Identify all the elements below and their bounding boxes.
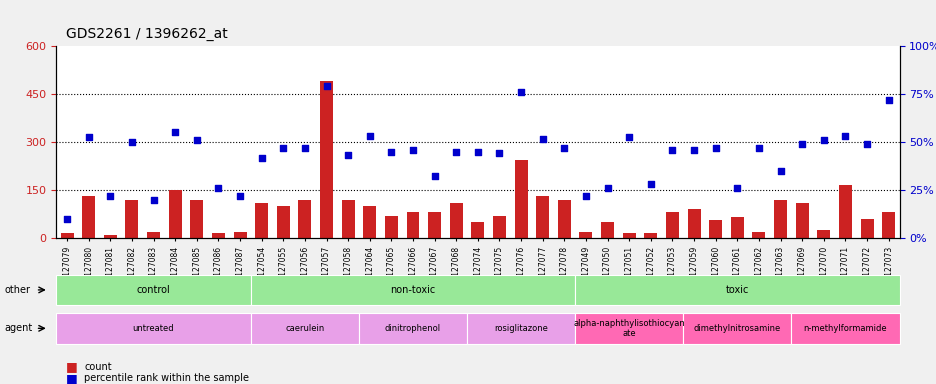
Bar bbox=[535, 197, 548, 238]
Point bbox=[124, 139, 139, 145]
Bar bbox=[492, 216, 505, 238]
Text: dinitrophenol: dinitrophenol bbox=[385, 324, 441, 333]
Bar bbox=[125, 200, 139, 238]
Point bbox=[275, 146, 290, 152]
Point bbox=[254, 155, 269, 161]
Bar bbox=[730, 217, 743, 238]
Point bbox=[362, 132, 377, 139]
Point bbox=[81, 134, 96, 140]
Bar bbox=[342, 200, 354, 238]
Point bbox=[470, 149, 485, 155]
Point bbox=[815, 137, 830, 144]
Bar bbox=[752, 232, 765, 238]
Bar bbox=[795, 203, 808, 238]
Point bbox=[384, 149, 399, 155]
Point bbox=[189, 137, 204, 144]
Text: other: other bbox=[5, 285, 31, 295]
Point bbox=[751, 146, 766, 152]
Point bbox=[405, 147, 420, 153]
Bar bbox=[385, 216, 398, 238]
Point bbox=[622, 134, 636, 140]
Bar bbox=[363, 206, 376, 238]
Bar bbox=[601, 222, 613, 238]
Text: dimethylnitrosamine: dimethylnitrosamine bbox=[693, 324, 780, 333]
Point bbox=[103, 194, 118, 200]
Point bbox=[60, 216, 75, 222]
Point bbox=[534, 136, 549, 142]
Point bbox=[491, 150, 506, 156]
Bar bbox=[882, 212, 894, 238]
Point bbox=[513, 89, 528, 96]
Text: untreated: untreated bbox=[133, 324, 174, 333]
Point bbox=[880, 98, 895, 104]
Bar bbox=[687, 209, 700, 238]
Bar bbox=[838, 185, 851, 238]
Bar bbox=[298, 200, 311, 238]
Bar bbox=[147, 232, 160, 238]
Point bbox=[556, 146, 571, 152]
Bar bbox=[320, 81, 332, 238]
Point bbox=[297, 146, 312, 152]
Bar bbox=[816, 230, 829, 238]
Point bbox=[686, 147, 701, 153]
Point bbox=[837, 132, 852, 139]
Point bbox=[448, 149, 463, 155]
Bar bbox=[709, 220, 722, 238]
Point bbox=[794, 141, 809, 147]
Point bbox=[211, 185, 226, 192]
Point bbox=[665, 147, 680, 153]
Bar bbox=[190, 200, 203, 238]
Bar bbox=[168, 190, 182, 238]
Text: agent: agent bbox=[5, 323, 33, 333]
Point bbox=[578, 194, 592, 200]
Text: percentile rank within the sample: percentile rank within the sample bbox=[84, 373, 249, 383]
Text: GDS2261 / 1396262_at: GDS2261 / 1396262_at bbox=[66, 27, 227, 41]
Bar bbox=[406, 212, 419, 238]
Bar bbox=[644, 233, 657, 238]
Text: rosiglitazone: rosiglitazone bbox=[493, 324, 548, 333]
Point bbox=[341, 152, 356, 158]
Bar bbox=[449, 203, 462, 238]
Bar bbox=[578, 232, 592, 238]
Bar bbox=[665, 212, 679, 238]
Point bbox=[168, 129, 183, 136]
Bar bbox=[255, 203, 268, 238]
Point bbox=[232, 194, 247, 200]
Point bbox=[643, 180, 658, 187]
Text: count: count bbox=[84, 362, 111, 372]
Text: control: control bbox=[137, 285, 170, 295]
Point bbox=[318, 83, 333, 89]
Bar bbox=[773, 200, 786, 238]
Text: non-toxic: non-toxic bbox=[390, 285, 435, 295]
Bar bbox=[61, 233, 73, 238]
Point bbox=[858, 141, 873, 147]
Text: toxic: toxic bbox=[724, 285, 748, 295]
Text: alpha-naphthylisothiocyan
ate: alpha-naphthylisothiocyan ate bbox=[573, 319, 684, 338]
Bar bbox=[233, 232, 246, 238]
Point bbox=[146, 197, 161, 203]
Bar bbox=[471, 222, 484, 238]
Point bbox=[729, 185, 744, 192]
Text: ■: ■ bbox=[66, 360, 78, 373]
Point bbox=[708, 146, 723, 152]
Bar bbox=[104, 235, 117, 238]
Bar bbox=[276, 206, 289, 238]
Text: ■: ■ bbox=[66, 372, 78, 384]
Bar bbox=[514, 160, 527, 238]
Bar bbox=[859, 219, 872, 238]
Bar bbox=[82, 197, 95, 238]
Bar bbox=[557, 200, 570, 238]
Point bbox=[772, 168, 787, 174]
Text: caerulein: caerulein bbox=[285, 324, 324, 333]
Bar bbox=[622, 233, 635, 238]
Point bbox=[599, 185, 614, 192]
Bar bbox=[212, 233, 225, 238]
Point bbox=[427, 173, 442, 179]
Text: n-methylformamide: n-methylformamide bbox=[803, 324, 886, 333]
Bar bbox=[428, 212, 441, 238]
